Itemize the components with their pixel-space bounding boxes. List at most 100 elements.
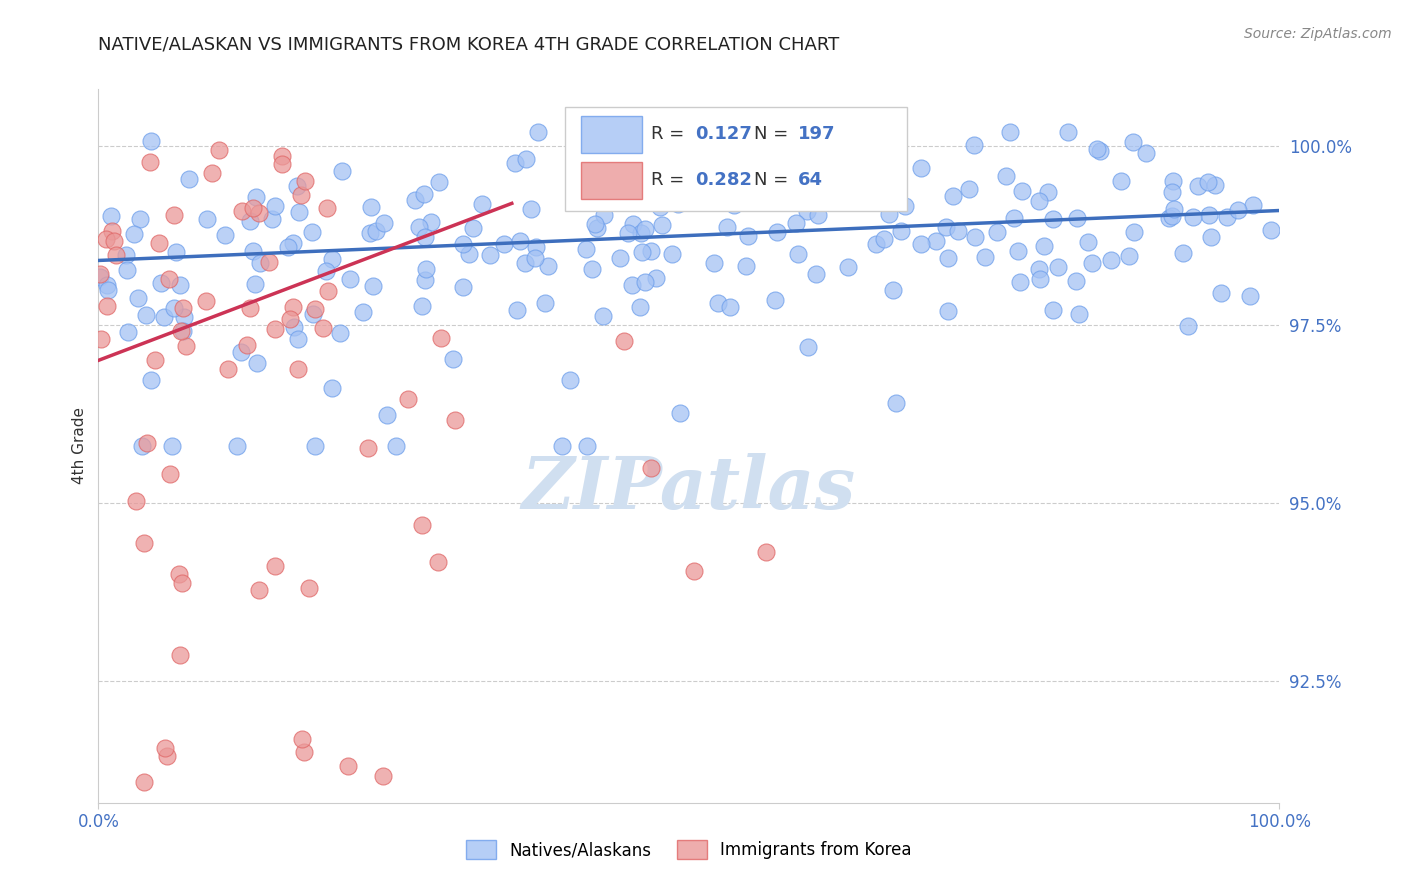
FancyBboxPatch shape — [582, 162, 641, 200]
Point — [124, 227, 146, 241]
Point — [270, 157, 292, 171]
Point — [934, 220, 956, 235]
Point — [359, 227, 381, 241]
Point — [1260, 223, 1282, 237]
Point — [1204, 178, 1226, 193]
Point — [101, 224, 124, 238]
Point — [678, 164, 700, 178]
Point — [948, 224, 970, 238]
Point — [1161, 209, 1184, 223]
Point — [763, 293, 786, 307]
Point — [131, 439, 153, 453]
Point — [239, 301, 262, 315]
Point — [1197, 175, 1219, 189]
Point — [167, 567, 190, 582]
Point — [1042, 302, 1064, 317]
Point — [1028, 261, 1050, 276]
Point — [156, 749, 179, 764]
Point — [669, 406, 692, 420]
Point — [613, 334, 636, 349]
Point — [506, 302, 529, 317]
Point — [1008, 275, 1031, 289]
Point — [631, 245, 654, 260]
Point — [194, 294, 217, 309]
Point — [890, 224, 912, 238]
Point — [1069, 307, 1091, 321]
Point — [645, 270, 668, 285]
Text: N =: N = — [754, 125, 794, 143]
Point — [471, 197, 494, 211]
Point — [285, 179, 308, 194]
Point — [360, 200, 382, 214]
Point — [127, 291, 149, 305]
Point — [998, 125, 1021, 139]
Point — [262, 212, 284, 227]
Point — [679, 179, 702, 194]
Point — [96, 278, 118, 293]
Point — [766, 225, 789, 239]
Point — [494, 236, 516, 251]
Point — [163, 208, 186, 222]
Point — [737, 229, 759, 244]
Point — [291, 731, 314, 746]
Point — [703, 256, 725, 270]
Point — [628, 300, 651, 314]
Point — [583, 217, 606, 231]
Point — [523, 252, 546, 266]
Point — [1028, 272, 1050, 286]
Point — [1077, 235, 1099, 249]
Point — [936, 251, 959, 265]
Point — [321, 381, 343, 395]
Point — [229, 344, 252, 359]
Point — [150, 276, 173, 290]
Point — [132, 775, 155, 789]
Point — [1099, 252, 1122, 267]
Point — [451, 237, 474, 252]
Point — [247, 582, 270, 597]
Point — [451, 279, 474, 293]
Point — [1111, 174, 1133, 188]
Point — [591, 188, 613, 202]
Point — [796, 204, 818, 219]
Point — [640, 460, 662, 475]
Point — [177, 172, 200, 186]
Point — [239, 213, 262, 227]
Point — [910, 161, 932, 175]
Point — [586, 221, 609, 235]
Point — [292, 745, 315, 759]
Point — [321, 252, 343, 266]
Point — [995, 169, 1018, 183]
Point — [96, 299, 118, 313]
Point — [257, 255, 280, 269]
Point — [153, 741, 176, 756]
Point — [1181, 210, 1204, 224]
FancyBboxPatch shape — [565, 107, 907, 211]
Point — [245, 190, 267, 204]
Point — [1177, 319, 1199, 334]
Point — [357, 441, 380, 455]
Point — [755, 544, 778, 558]
Point — [707, 188, 730, 202]
Point — [264, 198, 287, 212]
Point — [408, 219, 430, 234]
Point — [634, 222, 657, 236]
Point — [882, 283, 904, 297]
Point — [630, 226, 652, 240]
Point — [537, 259, 560, 273]
Point — [287, 332, 309, 346]
Point — [1047, 260, 1070, 274]
Point — [651, 218, 673, 232]
Point — [316, 284, 339, 298]
Point — [375, 408, 398, 422]
Point — [413, 272, 436, 286]
Point — [1163, 202, 1185, 216]
Point — [1157, 211, 1180, 226]
Point — [592, 208, 614, 222]
Point — [135, 309, 157, 323]
Point — [785, 216, 807, 230]
Point — [666, 197, 689, 211]
Point — [271, 149, 294, 163]
Point — [735, 260, 758, 274]
Point — [236, 338, 259, 352]
Point — [441, 351, 464, 366]
